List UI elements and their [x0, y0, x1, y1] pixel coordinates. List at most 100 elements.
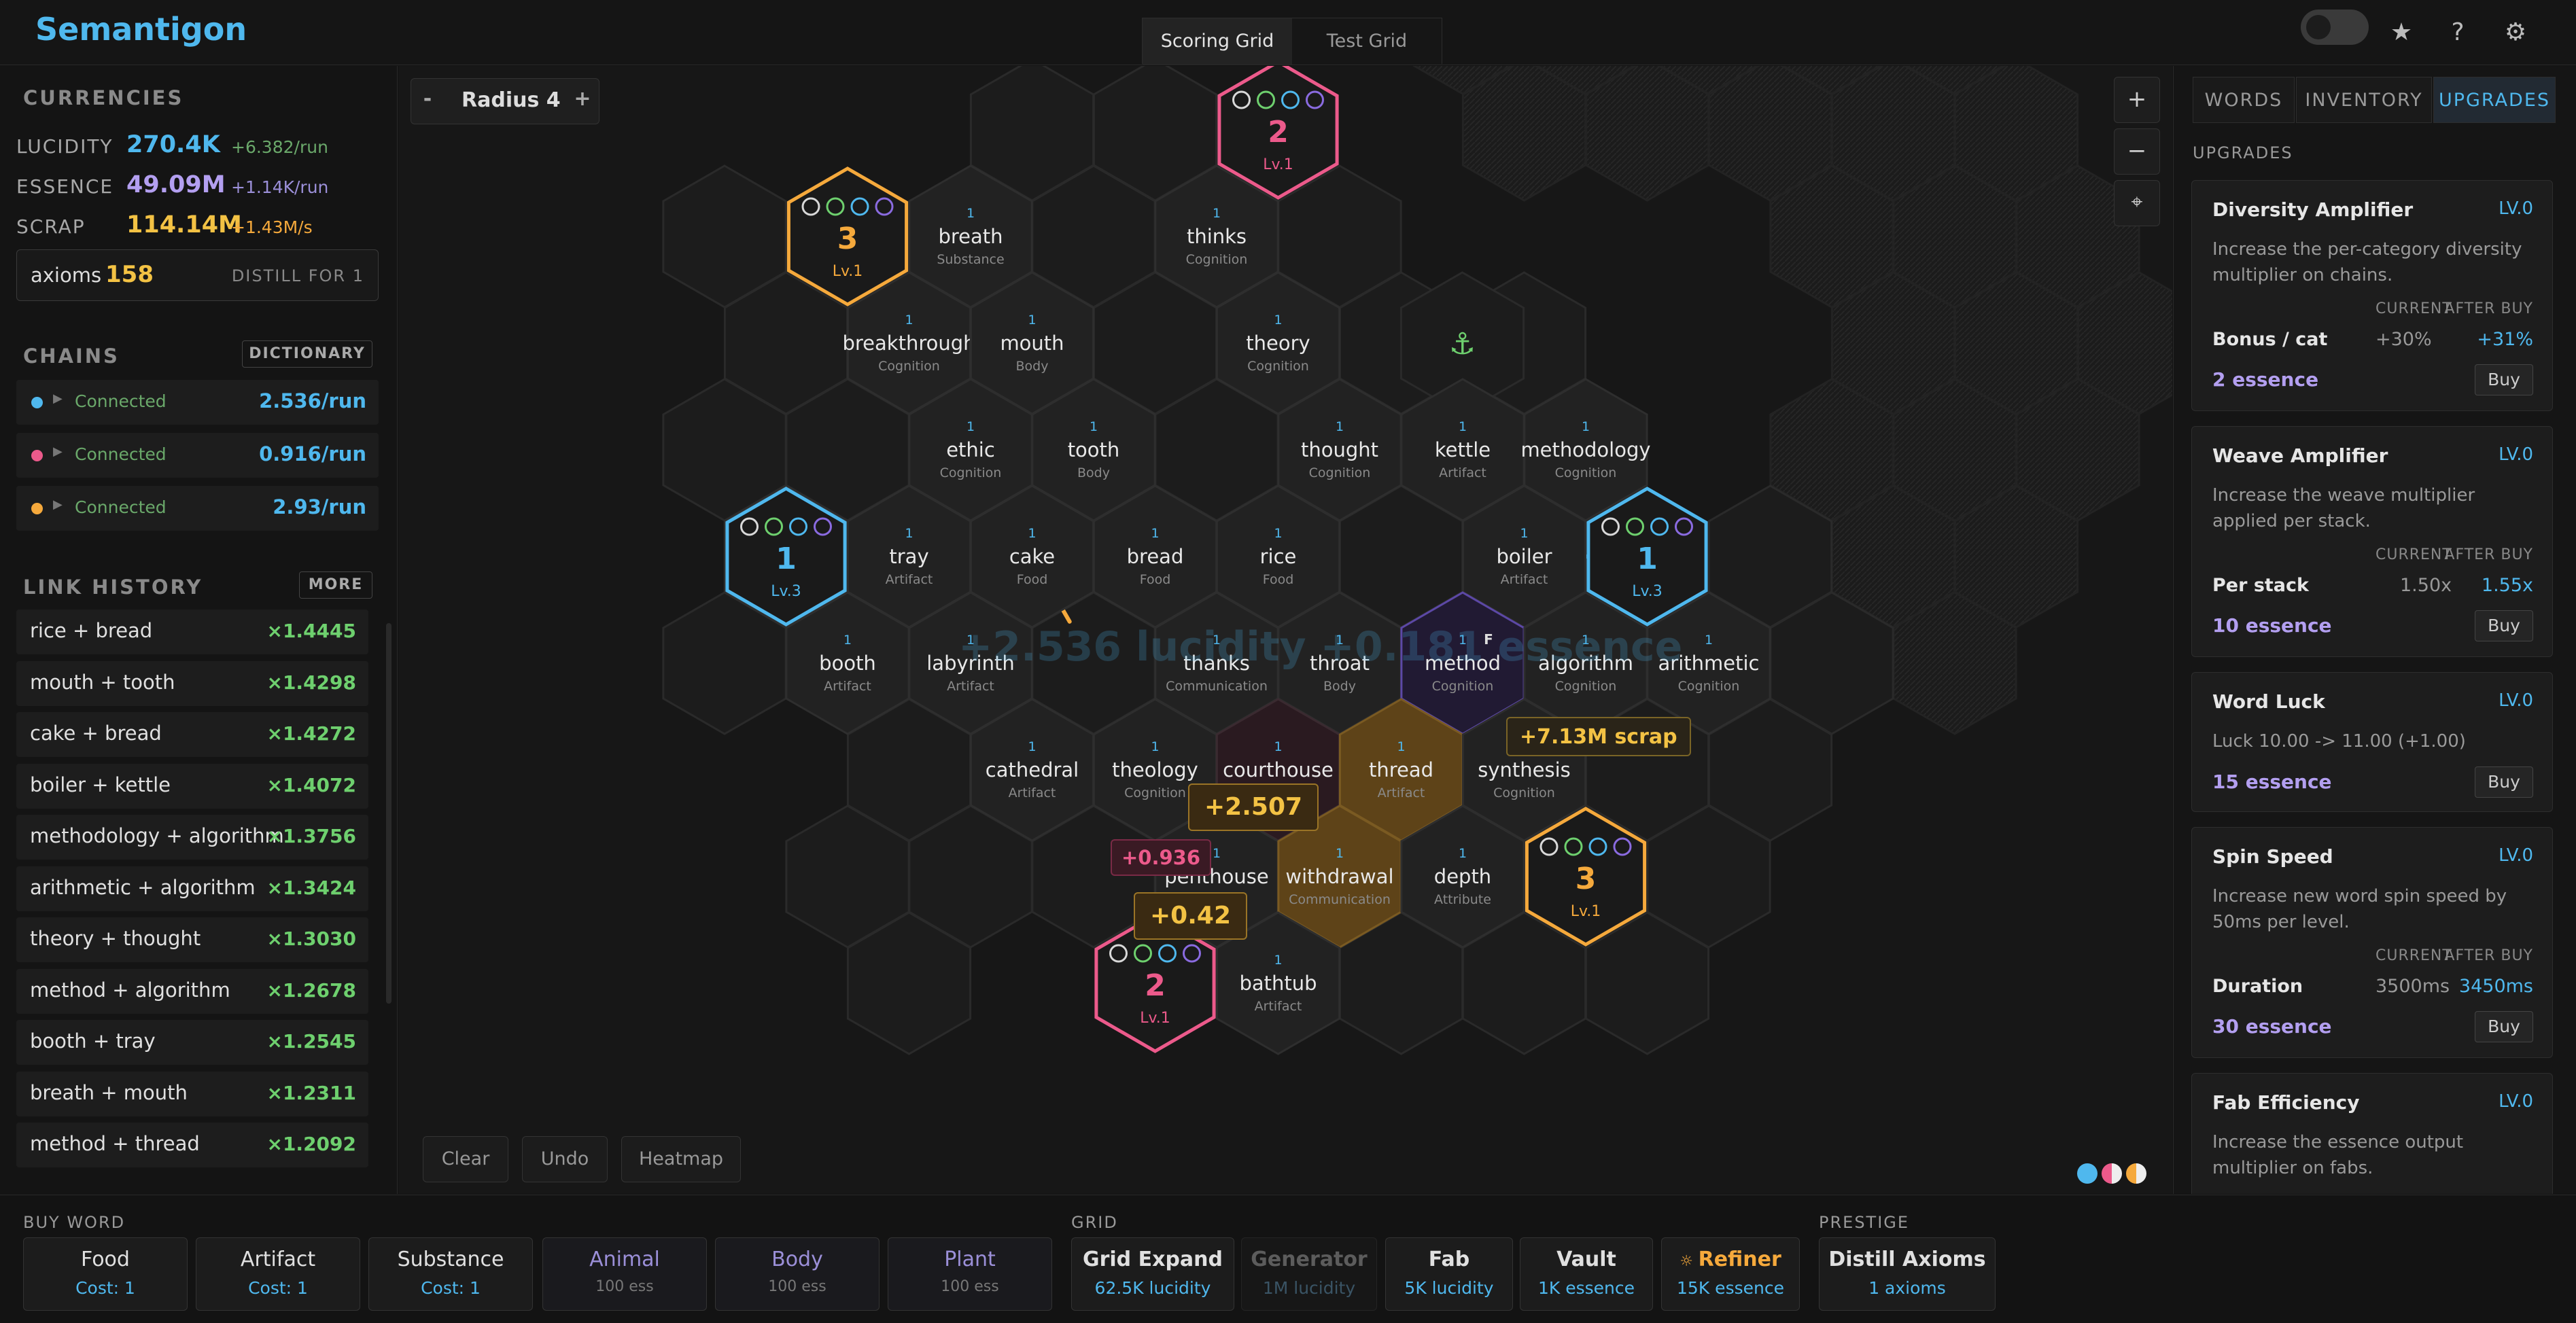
word-cell[interactable]: 1 thread Artifact	[1338, 698, 1464, 842]
plus-icon[interactable]	[1109, 944, 1128, 963]
tab-inventory[interactable]: INVENTORY	[2296, 77, 2432, 123]
buy-word-artifact-button[interactable]: Artifact Cost: 1	[196, 1237, 360, 1311]
link-history-scrollbar[interactable]	[386, 623, 391, 1004]
timer-icon[interactable]	[1613, 837, 1632, 856]
undo-button[interactable]: Undo	[522, 1136, 608, 1182]
word-cell[interactable]: 1 boiler Artifact	[1461, 484, 1587, 629]
cycle-icon[interactable]	[1158, 944, 1177, 963]
power-icon[interactable]	[826, 197, 845, 216]
expand-caret-icon[interactable]: ▶	[53, 444, 63, 459]
buy-button[interactable]: Buy	[2475, 610, 2533, 641]
timer-icon[interactable]	[1183, 944, 1201, 963]
buy-word-plant-button[interactable]: Plant 100 ess	[888, 1237, 1052, 1311]
word-cell[interactable]: 1 method Cognition F	[1400, 591, 1525, 735]
buy-word-food-button[interactable]: Food Cost: 1	[23, 1237, 188, 1311]
gear-icon[interactable]: ⚙	[2504, 18, 2527, 46]
gold-filter-icon[interactable]	[2126, 1163, 2146, 1184]
buy-word-body-button[interactable]: Body 100 ess	[715, 1237, 880, 1311]
machine-cell[interactable]: 3 Lv.1	[1525, 807, 1647, 947]
word-cell[interactable]: 1 booth Artifact	[785, 591, 910, 735]
word-cell[interactable]: 1 bathtub Artifact	[1215, 911, 1341, 1055]
timer-icon[interactable]	[814, 517, 832, 536]
chain-row[interactable]: ▶ Connected 0.916/run	[16, 433, 379, 478]
crosshair-icon[interactable]: ⌖	[2114, 180, 2160, 226]
power-icon[interactable]	[1564, 837, 1583, 856]
theme-toggle[interactable]	[2301, 10, 2369, 45]
word-cell[interactable]: 1 mouth Body	[969, 271, 1095, 415]
zoom-out-button[interactable]: −	[2114, 128, 2160, 175]
plus-icon[interactable]	[740, 517, 759, 536]
word-cell[interactable]: 1 methodology Cognition	[1520, 378, 1651, 522]
distill-axioms-button[interactable]: Distill Axioms 1 axioms	[1819, 1237, 1996, 1311]
more-button[interactable]: MORE	[299, 571, 372, 599]
buy-word-animal-button[interactable]: Animal 100 ess	[542, 1237, 707, 1311]
generator-button[interactable]: Generator 1M lucidity	[1241, 1237, 1377, 1311]
heatmap-button[interactable]: Heatmap	[621, 1136, 741, 1182]
machine-cell[interactable]: 3 Lv.1	[786, 166, 909, 306]
cycle-icon[interactable]	[1281, 90, 1300, 109]
tab-words[interactable]: WORDS	[2193, 77, 2295, 123]
cycle-icon[interactable]	[789, 517, 807, 536]
clear-button[interactable]: Clear	[423, 1136, 508, 1182]
timer-icon[interactable]	[875, 197, 894, 216]
buy-word-substance-button[interactable]: Substance Cost: 1	[368, 1237, 533, 1311]
star-icon[interactable]: ★	[2390, 18, 2413, 46]
zoom-in-button[interactable]: +	[2114, 77, 2160, 123]
tab-test-grid[interactable]: Test Grid	[1292, 18, 1442, 65]
chain-row[interactable]: ▶ Connected 2.93/run	[16, 486, 379, 531]
buy-button[interactable]: Buy	[2475, 364, 2533, 395]
word-cell[interactable]: 1 ethic Cognition	[908, 378, 1033, 522]
word-cell[interactable]: 1 arithmetic Cognition	[1646, 591, 1771, 735]
expand-caret-icon[interactable]: ▶	[53, 391, 63, 406]
tab-scoring-grid[interactable]: Scoring Grid	[1143, 18, 1292, 65]
plus-icon[interactable]	[1232, 90, 1251, 109]
machine-cell[interactable]: 2 Lv.1	[1094, 913, 1216, 1053]
radius-increase-button[interactable]: +	[574, 87, 591, 111]
word-cell[interactable]: 1 thanks Communication	[1154, 591, 1279, 735]
cycle-icon[interactable]	[1588, 837, 1607, 856]
refiner-button[interactable]: ☼ Refiner 15K essence	[1661, 1237, 1800, 1311]
vault-button[interactable]: Vault 1K essence	[1520, 1237, 1653, 1311]
machine-cell[interactable]: 1 Lv.3	[1586, 487, 1708, 627]
plus-icon[interactable]	[1539, 837, 1559, 856]
power-icon[interactable]	[1134, 944, 1152, 963]
cycle-icon[interactable]	[850, 197, 869, 216]
item-cost: 100 ess	[595, 1278, 654, 1295]
tab-upgrades[interactable]: UPGRADES	[2433, 77, 2556, 123]
power-icon[interactable]	[1626, 517, 1644, 536]
plus-icon[interactable]	[801, 197, 820, 216]
machine-cell[interactable]: 2 Lv.1	[1217, 66, 1339, 200]
timer-icon[interactable]	[1675, 517, 1693, 536]
help-icon[interactable]: ?	[2451, 18, 2465, 46]
upgrade-card: Weave Amplifier LV.0 Increase the weave …	[2191, 426, 2553, 657]
word-cell[interactable]: 1 tray Artifact	[846, 484, 972, 629]
word-cell[interactable]: 1 thinks Cognition	[1154, 164, 1279, 308]
fab-button[interactable]: Fab 5K lucidity	[1385, 1237, 1513, 1311]
word-cell[interactable]: 1 rice Food	[1215, 484, 1341, 629]
pink-filter-icon[interactable]	[2102, 1163, 2122, 1184]
plus-icon[interactable]	[1601, 517, 1620, 536]
dictionary-button[interactable]: DICTIONARY	[242, 340, 372, 368]
word-cell[interactable]: 1 breath Substance	[908, 164, 1033, 308]
power-icon[interactable]	[1257, 90, 1275, 109]
expand-caret-icon[interactable]: ▶	[53, 497, 63, 512]
distill-button[interactable]: DISTILL FOR 1	[231, 266, 364, 285]
timer-icon[interactable]	[1306, 90, 1324, 109]
empty-cell[interactable]	[1584, 911, 1710, 1055]
radius-decrease-button[interactable]: -	[423, 87, 432, 111]
buy-button[interactable]: Buy	[2475, 1011, 2533, 1042]
word-cell[interactable]: 1 theory Cognition	[1215, 271, 1341, 415]
cycle-icon[interactable]	[1650, 517, 1669, 536]
blue-filter-icon[interactable]	[2077, 1163, 2098, 1184]
chain-row[interactable]: ▶ Connected 2.536/run	[16, 380, 379, 425]
word-cell[interactable]: 1 labyrinth Artifact	[908, 591, 1033, 735]
machine-cell[interactable]: 1 Lv.3	[725, 487, 847, 627]
power-icon[interactable]	[765, 517, 783, 536]
grid-expand-button[interactable]: Grid Expand 62.5K lucidity	[1071, 1237, 1234, 1311]
buy-button[interactable]: Buy	[2475, 766, 2533, 798]
word-cell[interactable]: 1 withdrawal Communication	[1277, 805, 1402, 949]
word-cell[interactable]: 1 depth Attribute	[1400, 805, 1525, 949]
empty-cell[interactable]	[846, 911, 972, 1055]
word-level: 1	[1274, 526, 1282, 541]
word-cell[interactable]: 1 tooth Body	[1031, 378, 1156, 522]
